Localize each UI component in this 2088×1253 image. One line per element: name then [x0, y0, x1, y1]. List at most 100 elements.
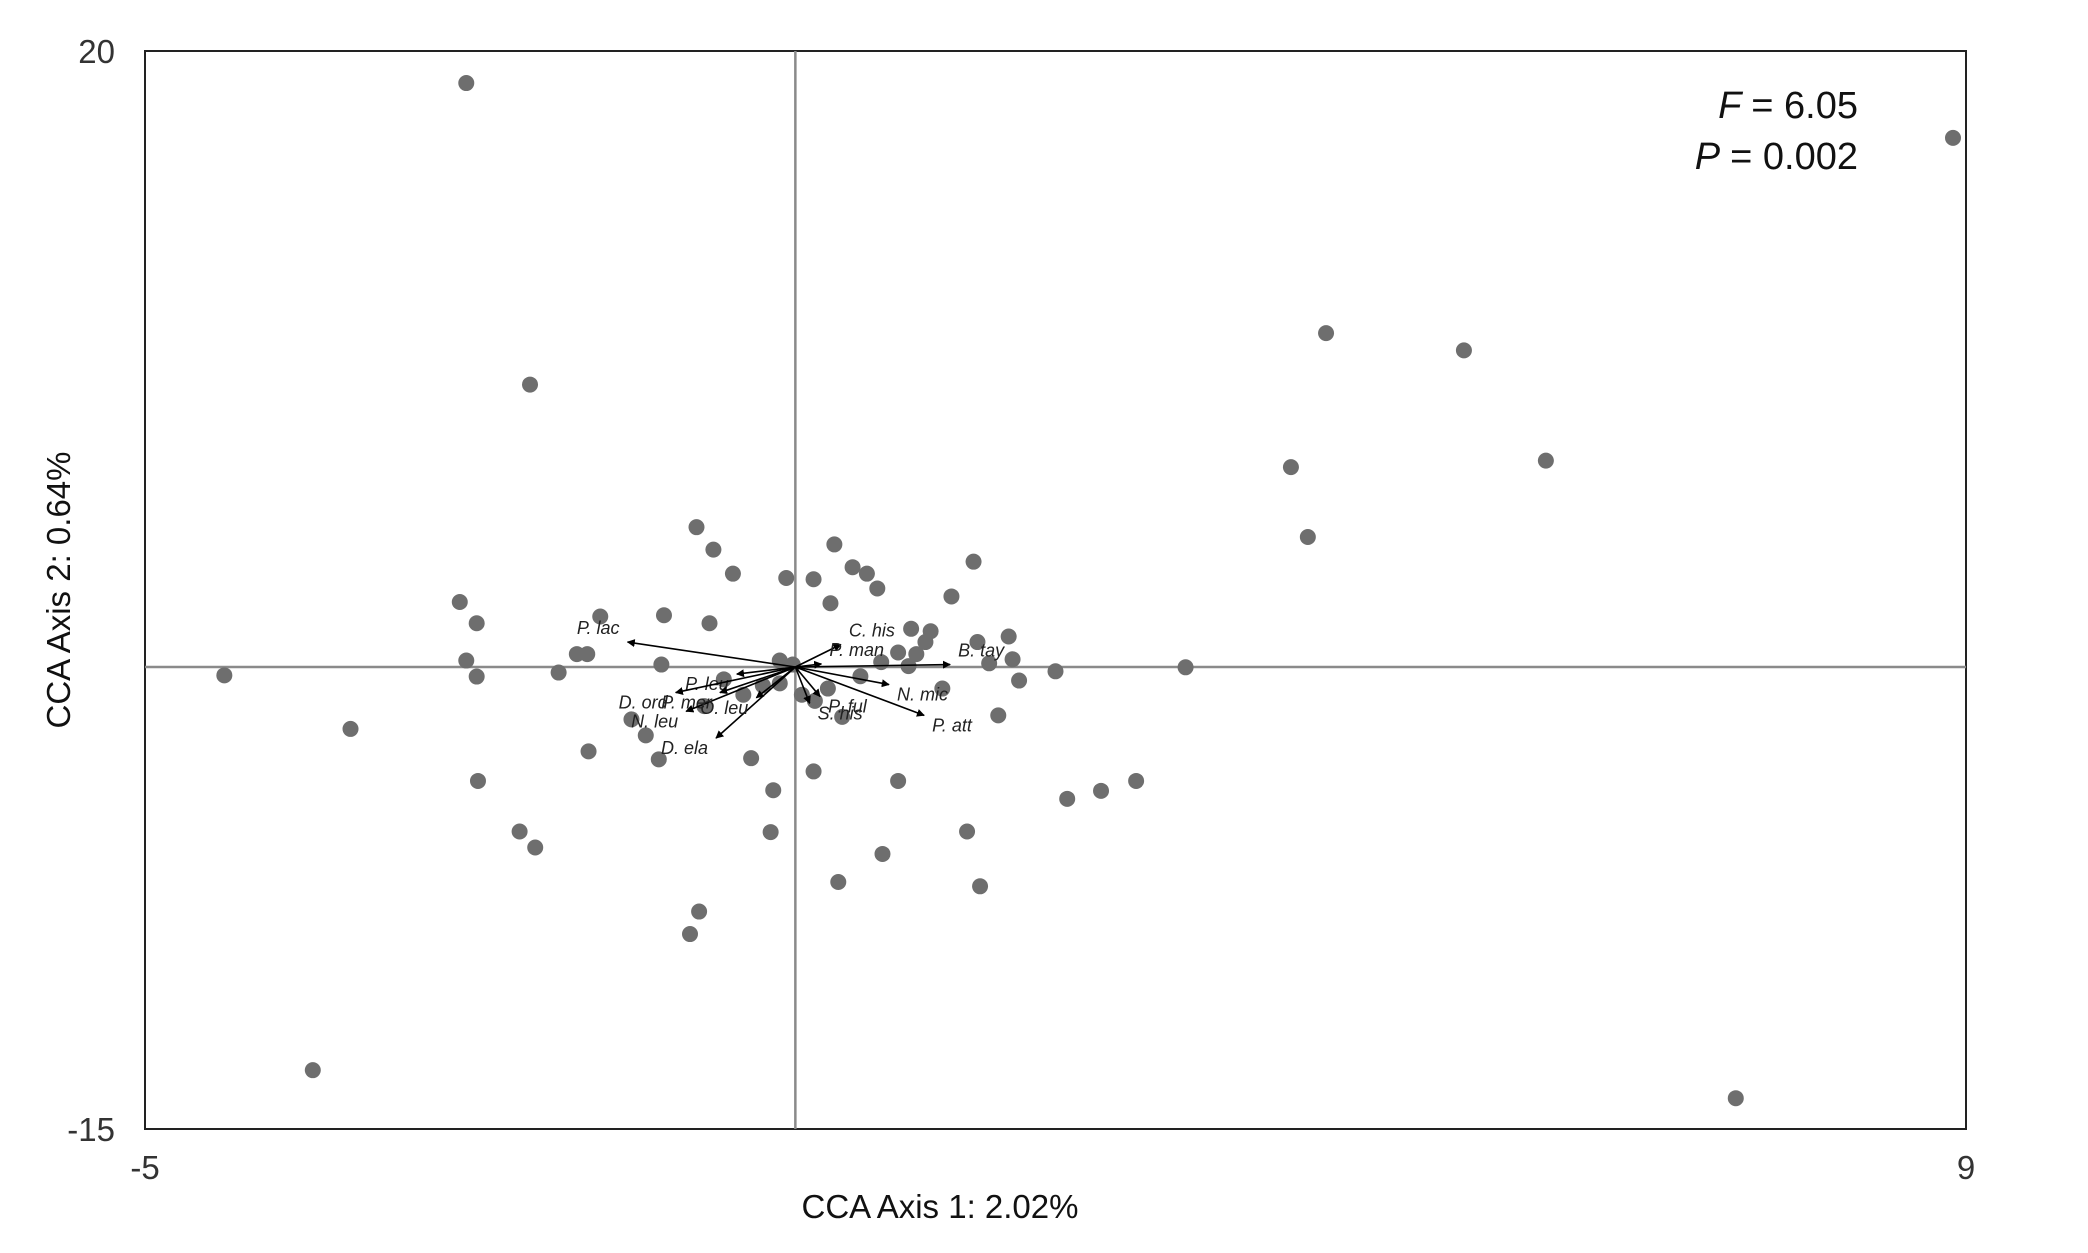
site-point	[762, 824, 779, 841]
site-point	[579, 646, 596, 663]
stat-symbol: P	[1695, 136, 1721, 178]
site-point	[874, 845, 891, 862]
species-vector	[794, 666, 821, 698]
y-tick-label: 20	[78, 33, 115, 70]
site-point	[216, 667, 233, 684]
stat-annotation: F = 6.05	[1718, 85, 1858, 127]
site-point	[458, 75, 475, 92]
stat-symbol: F	[1718, 85, 1743, 127]
site-point	[858, 565, 875, 582]
x-axis-label: CCA Axis 1: 2.02%	[802, 1188, 1079, 1225]
site-point	[903, 620, 920, 637]
site-point	[653, 656, 670, 673]
species-vector	[736, 666, 796, 678]
site-point	[1059, 790, 1076, 807]
site-point	[805, 571, 822, 588]
site-point	[1047, 663, 1064, 680]
site-point	[917, 634, 934, 651]
site-point	[972, 878, 989, 895]
species-vector	[626, 639, 796, 668]
site-point	[688, 519, 705, 536]
site-point	[1318, 325, 1335, 342]
species-vector	[755, 666, 796, 699]
site-point	[1455, 342, 1472, 359]
site-point	[959, 823, 976, 840]
species-vector	[795, 643, 842, 668]
site-point	[743, 750, 760, 767]
site-point	[527, 839, 544, 856]
site-point	[943, 588, 960, 605]
site-point	[869, 580, 886, 597]
site-point	[735, 686, 752, 703]
site-point	[592, 608, 609, 625]
site-point	[1177, 659, 1194, 676]
site-point	[342, 720, 359, 737]
site-point	[826, 536, 843, 553]
site-point	[969, 634, 986, 651]
site-point	[655, 607, 672, 624]
species-label: P. mer	[661, 693, 713, 713]
species-vector	[794, 666, 811, 705]
site-point	[511, 823, 528, 840]
site-point	[1537, 452, 1554, 469]
species-label: P. leu	[685, 674, 729, 694]
species-label: P. man	[829, 640, 884, 660]
site-point	[1727, 1090, 1744, 1107]
species-vector	[795, 666, 890, 688]
site-point	[890, 644, 907, 661]
site-point	[771, 675, 788, 692]
site-point	[691, 903, 708, 920]
site-point	[844, 559, 861, 576]
site-point	[830, 873, 847, 890]
species-label: P. lac	[577, 618, 620, 638]
species-label: C. his	[849, 621, 895, 641]
site-point	[637, 727, 654, 744]
site-point	[451, 594, 468, 611]
species-label: P. att	[932, 715, 973, 735]
species-label: N. leu	[631, 711, 678, 731]
species-label: P. ful	[828, 697, 868, 717]
species-vector	[674, 666, 796, 695]
site-point	[623, 711, 640, 728]
species-label: N. mic	[897, 685, 948, 705]
species-label: B. tay	[958, 641, 1005, 661]
site-point	[1004, 651, 1021, 668]
site-point	[1011, 672, 1028, 689]
site-point	[522, 376, 539, 393]
site-point	[1093, 782, 1110, 799]
site-point	[981, 655, 998, 672]
site-point	[705, 541, 722, 558]
species-label: O. leu	[700, 698, 748, 718]
site-point	[890, 772, 907, 789]
stat-text: = 0.002	[1730, 136, 1858, 178]
site-point	[681, 926, 698, 943]
site-point	[834, 708, 851, 725]
plot-frame	[144, 50, 1967, 1130]
species-vector	[685, 666, 796, 713]
y-tick-label: -15	[67, 1111, 115, 1148]
site-point	[900, 658, 917, 675]
site-point	[580, 743, 597, 760]
site-point	[908, 646, 925, 663]
site-point	[990, 707, 1007, 724]
species-vector	[715, 666, 796, 739]
site-point	[468, 615, 485, 632]
stat-text: = 6.05	[1751, 85, 1858, 127]
x-tick-label: -5	[130, 1149, 159, 1186]
species-vector	[795, 660, 951, 669]
site-point	[934, 680, 951, 697]
site-point	[965, 553, 982, 570]
stat-annotation: P = 0.002	[1695, 136, 1858, 178]
site-point	[304, 1062, 321, 1079]
site-point	[1282, 459, 1299, 476]
species-label: S. his	[818, 703, 863, 723]
species-vector	[795, 666, 925, 717]
site-point	[458, 652, 475, 669]
site-point	[1000, 628, 1017, 645]
site-point	[650, 751, 667, 768]
species-label: D. ord	[619, 693, 669, 713]
site-point	[724, 565, 741, 582]
site-point	[1128, 772, 1145, 789]
site-point	[701, 615, 718, 632]
site-point	[778, 569, 795, 586]
